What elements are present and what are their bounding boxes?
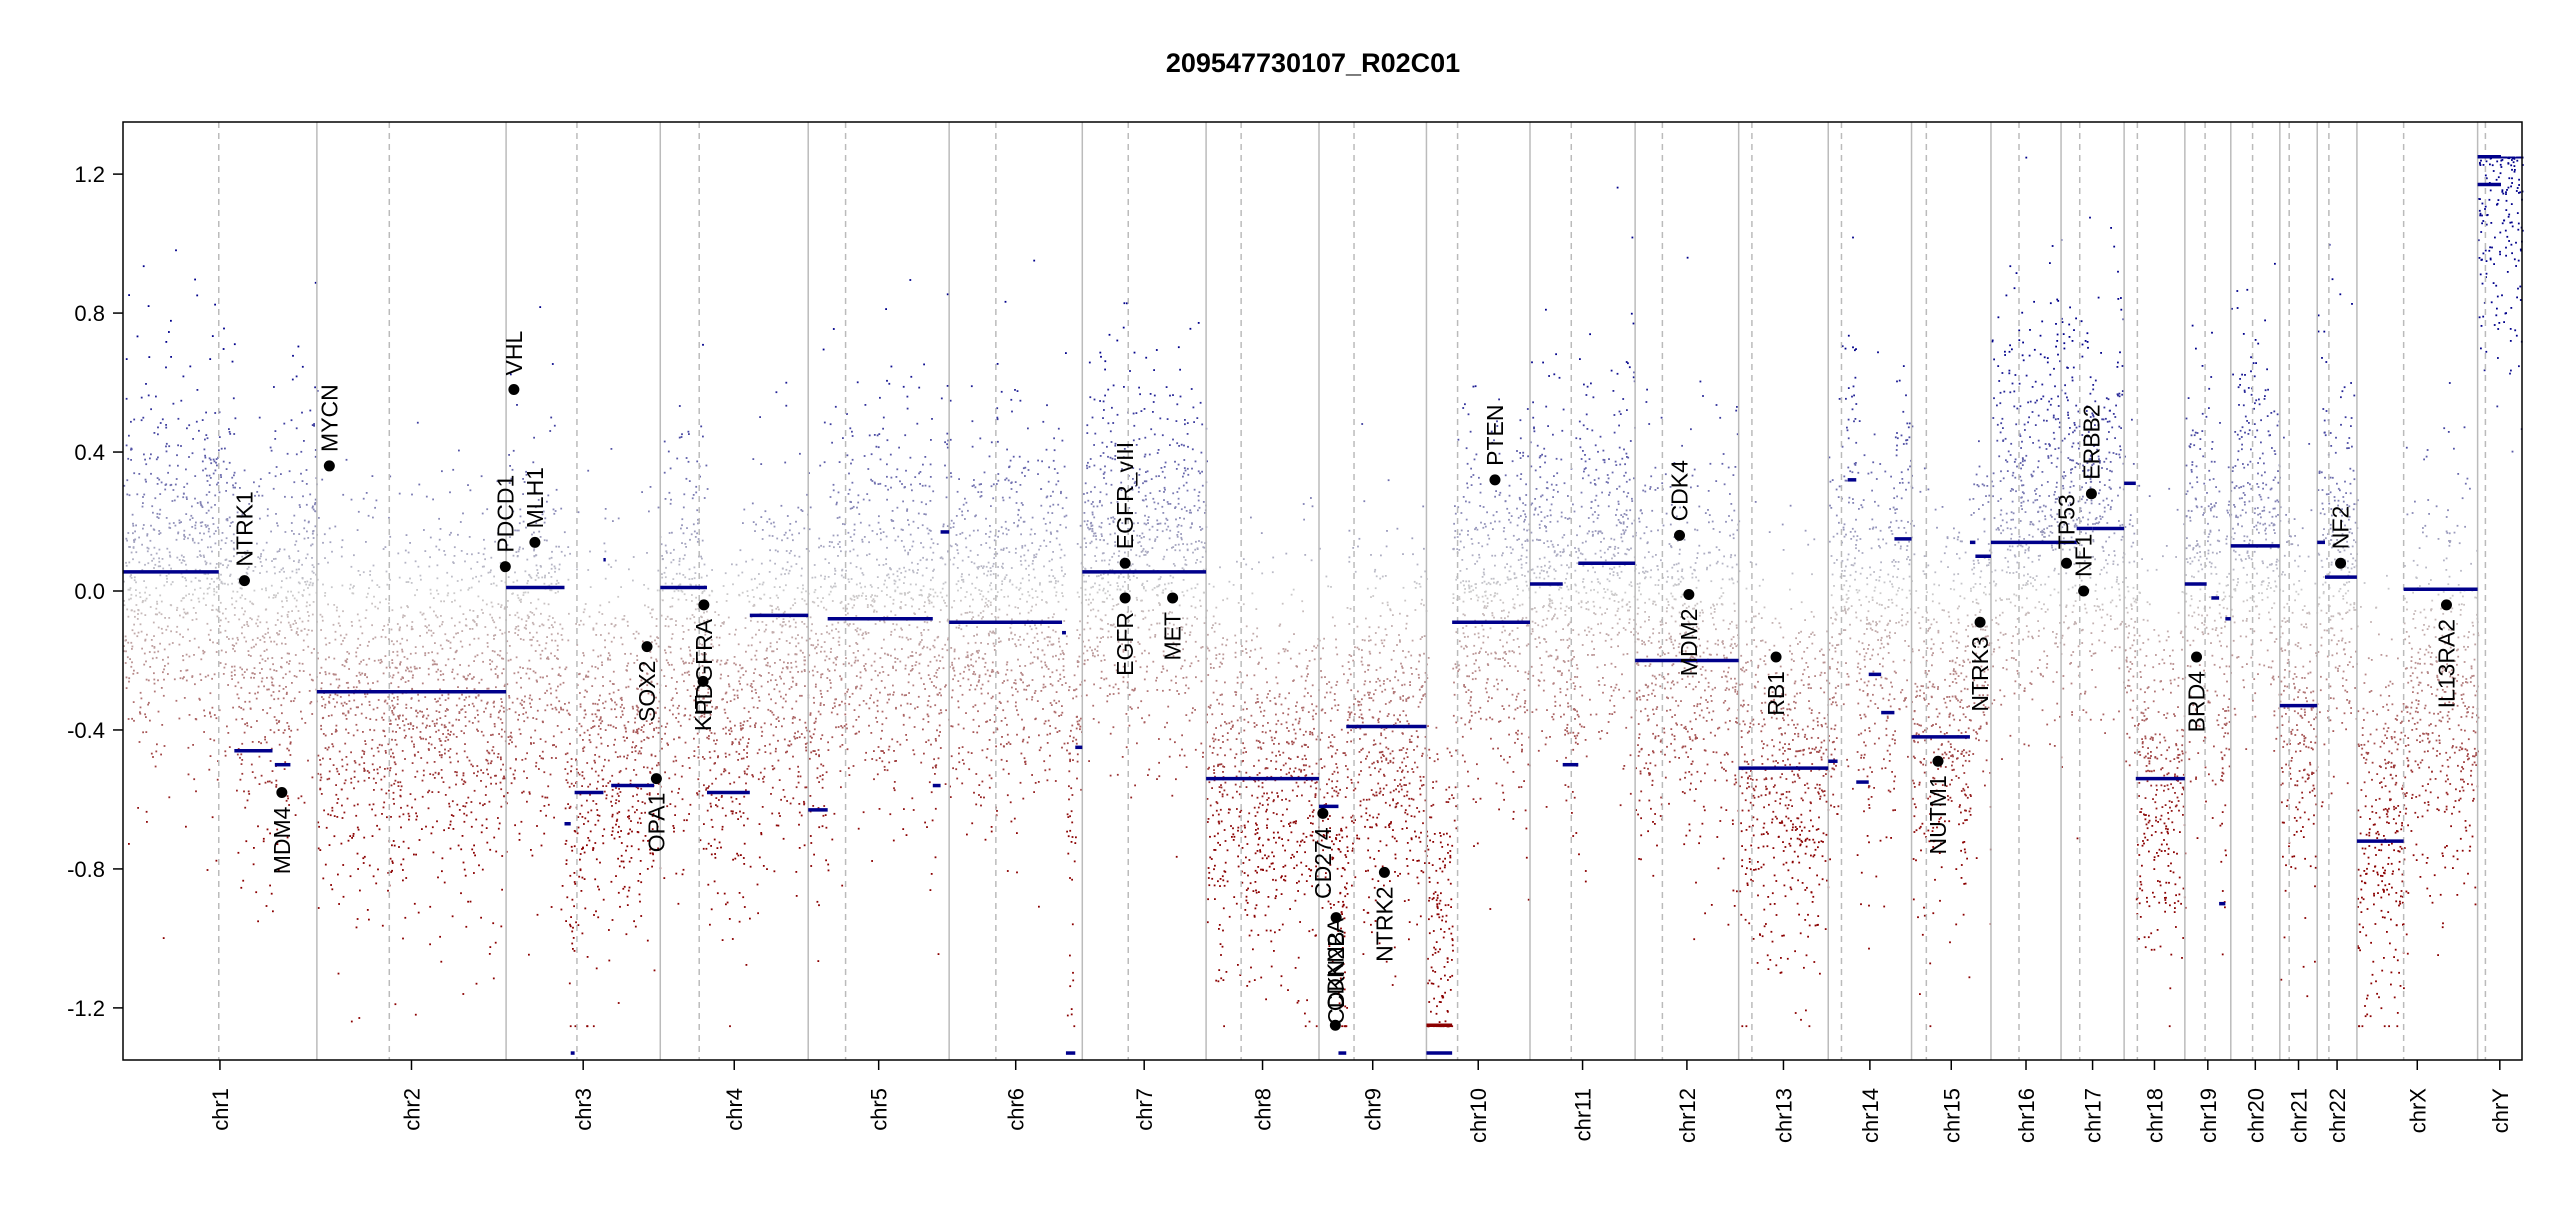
gene-label: SOX2: [634, 661, 660, 722]
gene-label: CDK4: [1667, 460, 1693, 522]
x-tick-label: chr9: [1361, 1088, 1386, 1131]
x-tick-label: chr14: [1858, 1088, 1883, 1143]
y-tick-label: 0.8: [74, 301, 105, 326]
gene-point: [642, 641, 653, 652]
gene-label: NF1: [2071, 534, 2097, 577]
cnv-plot-svg: 209547730107_R02C01 NTRK1 MDM4 MYCN PDCD1 VH…: [0, 0, 2550, 1200]
x-tick-label: chr6: [1004, 1088, 1029, 1131]
x-tick-label: chr15: [1939, 1088, 1964, 1143]
gene-point: [698, 599, 709, 610]
gene-point: [2441, 599, 2452, 610]
gene-point: [1674, 530, 1685, 541]
gene-label: NUTM1: [1925, 775, 1951, 854]
gene-point: [239, 575, 250, 586]
gene-point: [276, 787, 287, 798]
gene-point: [1120, 558, 1131, 569]
y-tick-label: -0.8: [67, 857, 105, 882]
cnv-plot: 209547730107_R02C01 NTRK1 MDM4 MYCN PDCD1 VH…: [0, 0, 2550, 1200]
gene-label: IL13RA2: [2433, 619, 2459, 709]
y-tick-label: -1.2: [67, 996, 105, 1021]
x-tick-label: chr7: [1132, 1088, 1157, 1131]
x-tick-label: chr17: [2081, 1088, 2106, 1143]
gene-point: [651, 773, 662, 784]
gene-label: NF2: [2328, 506, 2354, 549]
gene-point: [2078, 586, 2089, 597]
y-tick-label: 0.4: [74, 440, 105, 465]
gene-label: MDM4: [269, 806, 295, 874]
gene-label: MYCN: [316, 384, 342, 452]
gene-label: MLH1: [522, 467, 548, 528]
gene-point: [1331, 912, 1342, 923]
x-tick-label: chrY: [2488, 1088, 2513, 1134]
x-tick-label: chr12: [1675, 1088, 1700, 1143]
x-tick-label: chr10: [1466, 1088, 1491, 1143]
gene-label: NTRK2: [1371, 886, 1397, 961]
x-tick-label: chr16: [2014, 1088, 2039, 1143]
gene-point: [1167, 592, 1178, 603]
gene-label: MET: [1160, 612, 1186, 661]
x-tick-label: chr1: [208, 1088, 233, 1131]
gene-label: MDM2: [1676, 608, 1702, 676]
gene-point: [1683, 589, 1694, 600]
gene-point: [1933, 756, 1944, 767]
x-tick-label: chr13: [1771, 1088, 1796, 1143]
gene-point: [2191, 652, 2202, 663]
x-tick-label: chr11: [1571, 1088, 1596, 1141]
gene-point: [529, 537, 540, 548]
gene-label: EGFR_vIII: [1112, 442, 1138, 549]
gene-label: VHL: [501, 331, 527, 376]
x-tick-label: chr22: [2325, 1088, 2350, 1143]
gene-point: [500, 561, 511, 572]
x-tick-label: chr3: [571, 1088, 596, 1131]
gene-point: [1379, 867, 1390, 878]
gene-point: [1120, 592, 1131, 603]
x-tick-label: chr20: [2243, 1088, 2268, 1143]
gene-label: PDCD1: [492, 475, 518, 553]
x-tick-label: chr8: [1251, 1088, 1276, 1131]
gene-label: ERBB2: [2078, 404, 2104, 479]
gene-annotations: NTRK1MDM4MYCNPDCD1VHLMLH1SOX2OPA1KITPDGF…: [231, 331, 2459, 1031]
gene-point: [2335, 558, 2346, 569]
x-tick-label: chrX: [2405, 1088, 2430, 1134]
x-tick-label: chr5: [867, 1088, 892, 1131]
gene-label: PTEN: [1482, 404, 1508, 465]
gene-point: [1317, 808, 1328, 819]
chart-title: 209547730107_R02C01: [1166, 48, 1460, 78]
gene-label: NTRK1: [231, 491, 257, 566]
gene-label: OPA1: [643, 793, 669, 853]
x-tick-label: chr2: [399, 1088, 424, 1131]
x-tick-label: chr21: [2287, 1088, 2312, 1143]
gene-label: BRD4: [2184, 671, 2210, 733]
x-tick-label: chr18: [2142, 1088, 2167, 1143]
gene-point: [1771, 652, 1782, 663]
x-tick-label: chr4: [722, 1088, 747, 1131]
gene-label: PDGFRA: [691, 618, 717, 715]
gene-point: [508, 384, 519, 395]
x-tick-label: chr19: [2196, 1088, 2221, 1143]
y-tick-label: 0.0: [74, 579, 105, 604]
gene-point: [1975, 617, 1986, 628]
gene-label: EGFR: [1112, 612, 1138, 676]
gene-point: [324, 460, 335, 471]
gene-label: CD274: [1310, 827, 1336, 899]
segments: [123, 157, 2501, 1053]
y-tick-label: -0.4: [67, 718, 105, 743]
gene-label: RB1: [1763, 671, 1789, 716]
gene-label: CDKN2B: [1323, 932, 1349, 1025]
gene-label: NTRK3: [1967, 636, 1993, 711]
gene-point: [1489, 474, 1500, 485]
axes: chr1 chr2 chr3 chr4 chr5 chr6 chr7 chr8 chr9 chr1…: [67, 122, 2522, 1143]
gene-point: [2086, 488, 2097, 499]
y-tick-label: 1.2: [74, 162, 105, 187]
